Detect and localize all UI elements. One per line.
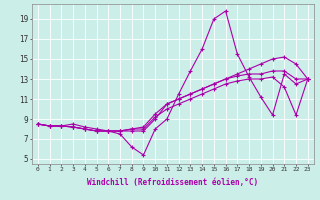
- X-axis label: Windchill (Refroidissement éolien,°C): Windchill (Refroidissement éolien,°C): [87, 178, 258, 187]
